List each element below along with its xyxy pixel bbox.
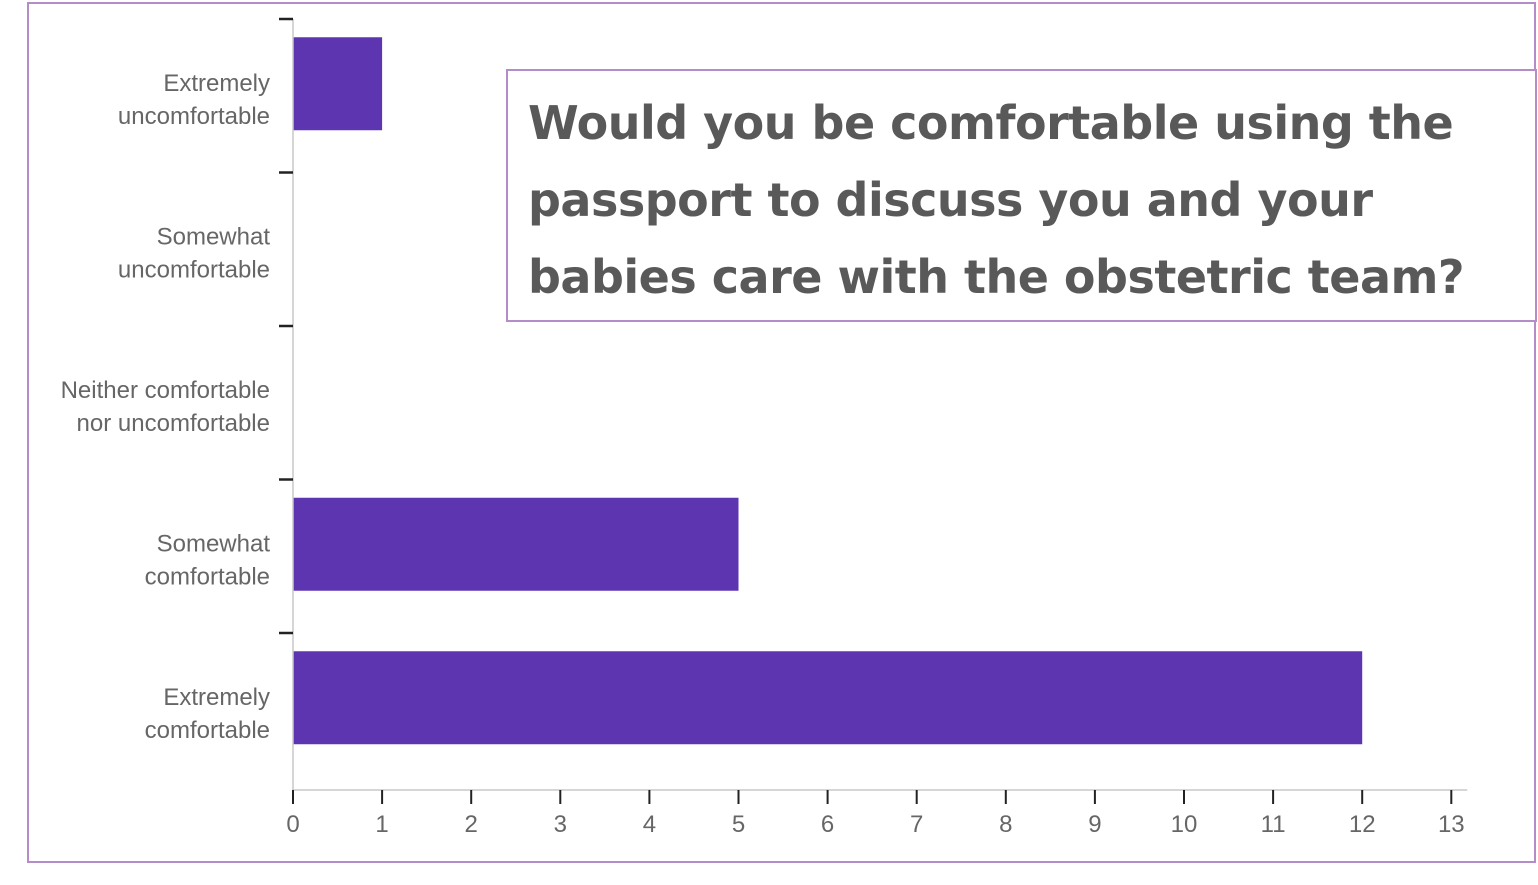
y-tick-label: Neither comfortable nor uncomfortable (61, 377, 270, 437)
x-tick-label: 7 (910, 811, 923, 838)
x-tick-label: 1 (375, 811, 388, 838)
x-tick-label: 0 (286, 811, 299, 838)
bar (293, 651, 1363, 745)
chart-title-box: Would you be comfortable using the passp… (506, 69, 1537, 322)
chart-title: Would you be comfortable using the passp… (528, 96, 1465, 304)
x-tick-label: 13 (1438, 811, 1465, 838)
x-tick-label: 4 (643, 811, 656, 838)
y-tick-label: Extremely uncomfortable (118, 70, 270, 130)
bars-group (293, 37, 1363, 745)
x-tick-label: 9 (1088, 811, 1101, 838)
bar (293, 37, 383, 131)
x-tick-label: 12 (1349, 811, 1376, 838)
x-tick-label: 5 (732, 811, 745, 838)
chart-frame (27, 2, 1536, 863)
x-tick-label: 11 (1261, 811, 1286, 838)
x-tick-label: 6 (821, 811, 834, 838)
y-tick-label: Somewhat comfortable (145, 530, 271, 590)
y-tick-label: Extremely comfortable (145, 684, 270, 744)
x-tick-label: 8 (999, 811, 1012, 838)
bar (293, 497, 739, 591)
y-axis: Extremely uncomfortable Somewhat uncomforta… (61, 17, 294, 790)
x-tick-label: 10 (1171, 811, 1198, 838)
x-tick-label: 3 (554, 811, 567, 838)
y-tick-label: Somewhat uncomfortable (118, 223, 270, 283)
x-axis: 0 1 2 3 4 5 6 7 8 9 10 11 12 13 (286, 789, 1468, 838)
x-tick-label: 2 (465, 811, 478, 838)
